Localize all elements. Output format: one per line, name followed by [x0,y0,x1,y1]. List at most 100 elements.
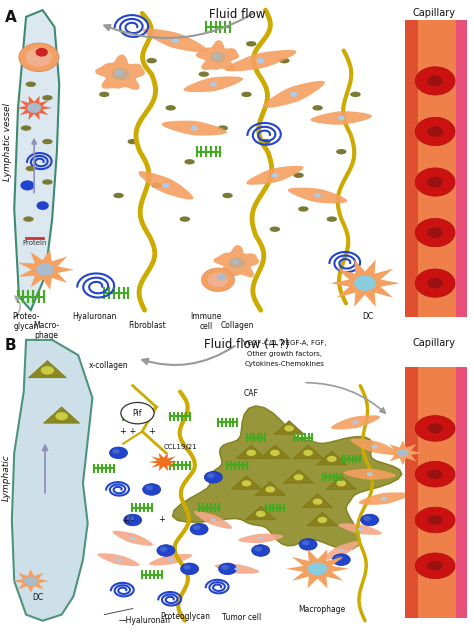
Circle shape [139,511,141,512]
Text: CAF: CAF [244,389,259,398]
Text: Proteoglycan: Proteoglycan [160,612,210,621]
Circle shape [415,117,455,146]
Circle shape [234,468,236,469]
Circle shape [233,425,234,426]
Ellipse shape [246,41,256,46]
Circle shape [338,116,345,120]
Circle shape [198,504,199,505]
Polygon shape [95,55,145,90]
Circle shape [428,515,443,525]
Circle shape [210,156,212,157]
Polygon shape [112,531,153,546]
Text: + +: + + [120,427,136,436]
Polygon shape [44,407,80,423]
Circle shape [170,412,171,413]
Circle shape [20,181,35,190]
Circle shape [312,440,313,441]
Polygon shape [331,415,380,429]
Text: Hyaluronan: Hyaluronan [73,312,117,321]
Circle shape [219,146,221,148]
Circle shape [304,440,306,441]
Circle shape [141,578,142,579]
Text: DC: DC [32,593,44,602]
Circle shape [196,146,198,148]
Circle shape [205,146,207,148]
Circle shape [415,461,455,487]
Circle shape [337,480,338,481]
Circle shape [108,288,109,289]
Circle shape [313,499,322,505]
Circle shape [113,288,115,289]
Ellipse shape [222,193,233,198]
Circle shape [126,412,128,413]
Text: Lymphatic vessel: Lymphatic vessel [3,102,12,181]
Ellipse shape [180,216,190,222]
Text: VEGF-C/D, VEGF-A, FGF,: VEGF-C/D, VEGF-A, FGF, [243,340,326,346]
Circle shape [170,419,171,420]
Circle shape [415,415,455,441]
Circle shape [348,455,350,456]
Circle shape [181,563,199,575]
Circle shape [257,58,264,63]
Polygon shape [183,76,243,92]
Circle shape [182,468,183,469]
Circle shape [160,546,167,551]
Circle shape [26,48,52,67]
Circle shape [415,507,455,533]
Circle shape [136,511,137,512]
Ellipse shape [327,216,337,222]
Circle shape [318,517,327,523]
Circle shape [210,52,226,63]
Circle shape [235,567,239,570]
Circle shape [36,263,54,276]
Circle shape [219,31,221,32]
Polygon shape [323,541,359,560]
Circle shape [128,298,129,299]
Circle shape [354,275,376,291]
Circle shape [246,461,247,462]
Circle shape [173,461,175,462]
Polygon shape [274,420,304,434]
Circle shape [215,146,217,148]
Circle shape [130,419,131,420]
Circle shape [246,450,256,456]
Polygon shape [225,50,296,71]
Circle shape [224,22,226,23]
Ellipse shape [350,92,361,97]
Circle shape [356,455,357,456]
Polygon shape [215,564,259,574]
Text: Fibroblast: Fibroblast [128,321,166,330]
Circle shape [210,22,212,23]
Circle shape [172,38,179,43]
Polygon shape [283,469,314,483]
Circle shape [146,485,153,490]
Circle shape [170,461,171,462]
Circle shape [152,511,153,512]
Circle shape [428,227,443,238]
Circle shape [41,366,54,375]
Circle shape [234,461,236,462]
Polygon shape [194,511,232,529]
Circle shape [27,291,29,292]
Circle shape [116,558,121,562]
Polygon shape [351,439,398,455]
Circle shape [33,291,35,292]
Circle shape [122,419,123,420]
Circle shape [254,440,255,441]
Circle shape [173,468,175,469]
Circle shape [257,440,258,441]
Circle shape [183,565,191,570]
Text: +/-: +/- [122,516,134,525]
Polygon shape [148,453,179,471]
Text: B: B [5,338,17,354]
Circle shape [246,434,247,435]
Circle shape [237,425,238,426]
Circle shape [153,571,155,572]
Circle shape [210,82,217,86]
Circle shape [214,511,215,512]
Circle shape [272,173,278,177]
Circle shape [361,514,379,526]
Circle shape [219,22,221,23]
Circle shape [115,70,123,76]
Ellipse shape [293,172,304,178]
